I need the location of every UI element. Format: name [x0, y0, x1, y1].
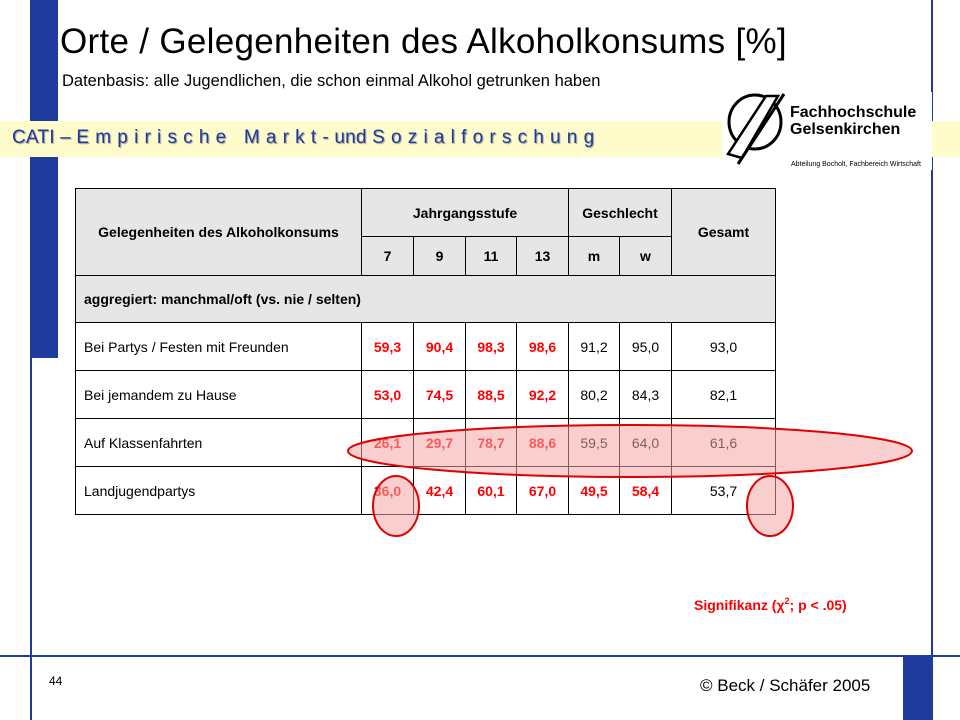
cell: 91,2	[568, 322, 620, 371]
cell: 36,0	[361, 466, 414, 515]
cell: 67,0	[516, 466, 569, 515]
row-label: Bei Partys / Festen mit Freunden	[75, 322, 362, 371]
significance-prefix: Signifikanz (	[694, 597, 777, 613]
chi-symbol: χ	[776, 597, 785, 613]
cell: 26,1	[361, 418, 414, 467]
subheader-cell: m	[568, 236, 620, 276]
subheader-cell: w	[619, 236, 672, 276]
table-row: Landjugendpartys 36,0 42,4 60,1 67,0 49,…	[75, 466, 776, 515]
cell: 60,1	[465, 466, 517, 515]
cell: 90,4	[413, 322, 466, 371]
header-gender: Geschlecht	[568, 188, 672, 237]
aggregated-row: aggregiert: manchmal/oft (vs. nie / selt…	[75, 275, 776, 323]
frame-line-left	[30, 0, 32, 720]
cell: 53,0	[361, 370, 414, 419]
cell: 98,6	[516, 322, 569, 371]
cell: 88,6	[516, 418, 569, 467]
frame-bar-left	[30, 0, 58, 358]
banner-text: CATI – Empirische Markt- und Sozialforsc…	[12, 127, 600, 149]
frame-bar-right	[903, 655, 933, 720]
data-table: Gelegenheiten des Alkoholkonsums Jahrgan…	[75, 188, 776, 515]
chi-superscript: 2	[784, 596, 790, 606]
table-row: Bei jemandem zu Hause 53,0 74,5 88,5 92,…	[75, 370, 776, 419]
logo-mark-icon	[726, 93, 786, 165]
subheader-cell: 7	[361, 236, 414, 276]
logo	[722, 92, 932, 170]
cell: 88,5	[465, 370, 517, 419]
cell: 61,6	[671, 418, 776, 467]
frame-line-right	[931, 0, 933, 720]
significance-note: Signifikanz (χ2; p < .05)	[694, 596, 847, 613]
cell: 93,0	[671, 322, 776, 371]
subheader-cell: 9	[413, 236, 466, 276]
cell: 92,2	[516, 370, 569, 419]
table-subheader-row: 7 9 11 13 m w	[76, 236, 776, 276]
logo-line-1: Fachhochschule	[790, 104, 917, 121]
row-label: Landjugendpartys	[75, 466, 362, 515]
slide-title: Orte / Gelegenheiten des Alkoholkonsums …	[60, 22, 787, 61]
banner-spaced-1: Empirische Markt	[76, 127, 323, 148]
banner-middle: - und	[322, 127, 373, 148]
cell: 74,5	[413, 370, 466, 419]
subheader-cell: 11	[465, 236, 517, 276]
cell: 29,7	[413, 418, 466, 467]
significance-suffix: ; p < .05)	[789, 597, 847, 613]
cell: 59,5	[568, 418, 620, 467]
slide-subtitle: Datenbasis: alle Jugendlichen, die schon…	[62, 72, 601, 90]
logo-line-2: Gelsenkirchen	[790, 121, 901, 138]
banner-spaced-2: Sozialforschung	[372, 127, 601, 148]
subheader-cell: 13	[516, 236, 569, 276]
row-label: Auf Klassenfahrten	[75, 418, 362, 467]
header-occasion: Gelegenheiten des Alkoholkonsums	[75, 188, 362, 276]
cell: 84,3	[619, 370, 672, 419]
aggregated-label: aggregiert: manchmal/oft (vs. nie / selt…	[75, 275, 776, 323]
header-total: Gesamt	[671, 188, 776, 276]
table-row: Auf Klassenfahrten 26,1 29,7 78,7 88,6 5…	[75, 418, 776, 467]
row-label: Bei jemandem zu Hause	[75, 370, 362, 419]
copyright: © Beck / Schäfer 2005	[700, 676, 871, 695]
banner-lead: CATI –	[12, 127, 77, 148]
cell: 59,3	[361, 322, 414, 371]
cell: 82,1	[671, 370, 776, 419]
table-row: Bei Partys / Festen mit Freunden 59,3 90…	[75, 322, 776, 371]
cell: 80,2	[568, 370, 620, 419]
cell: 42,4	[413, 466, 466, 515]
cell: 95,0	[619, 322, 672, 371]
cell: 53,7	[671, 466, 776, 515]
cell: 78,7	[465, 418, 517, 467]
logo-line-3: Abteilung Bocholt, Fachbereich Wirtschaf…	[791, 161, 921, 168]
cell: 64,0	[619, 418, 672, 467]
table-header-row: Gelegenheiten des Alkoholkonsums Jahrgan…	[75, 188, 776, 276]
cell: 98,3	[465, 322, 517, 371]
cell: 49,5	[568, 466, 620, 515]
cell: 58,4	[619, 466, 672, 515]
header-grade: Jahrgangsstufe	[361, 188, 569, 237]
page-number: 44	[49, 674, 63, 688]
frame-line-bottom	[0, 655, 960, 657]
